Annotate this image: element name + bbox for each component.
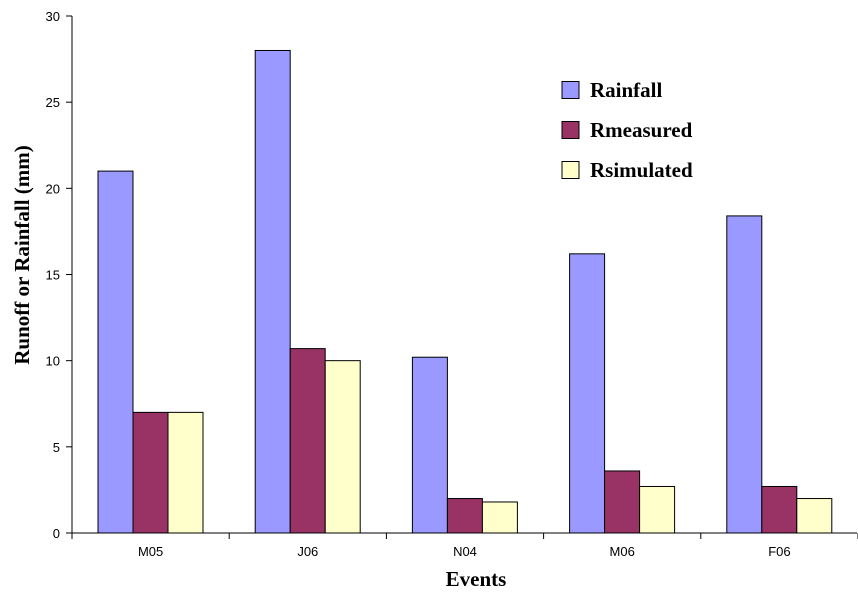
bar-rmeasured-m05 [132, 411, 169, 534]
bar-rsimulated-n04 [481, 501, 518, 534]
legend-swatch-rainfall [561, 81, 580, 99]
y-tick-label: 15 [46, 268, 60, 283]
x-tick-label: J06 [297, 544, 318, 559]
bar-rainfall-m05 [97, 170, 134, 534]
y-tick-label: 5 [53, 440, 60, 455]
legend: Rainfall Rmeasured Rsimulated [561, 78, 693, 182]
y-tick-label: 20 [46, 181, 60, 196]
x-axis-title: Events [446, 567, 507, 591]
x-tick-label: M06 [610, 544, 635, 559]
legend-label-rsimulated: Rsimulated [590, 158, 693, 182]
y-tick-label: 30 [46, 9, 60, 24]
legend-label-rainfall: Rainfall [590, 78, 663, 102]
legend-swatch-rsimulated [561, 161, 580, 179]
bar-rsimulated-f06 [796, 498, 833, 534]
bar-rainfall-j06 [254, 49, 291, 534]
x-tick-label: N04 [453, 544, 477, 559]
y-tick-label: 25 [46, 95, 60, 110]
legend-label-rmeasured: Rmeasured [590, 118, 693, 142]
tick-labels-layer: 0 5 10 15 20 25 30 M05 J06 N04 M06 F06 [46, 9, 791, 559]
bar-rmeasured-m06 [604, 470, 641, 534]
legend-swatch-rmeasured [561, 121, 580, 139]
x-tick-label: F06 [768, 544, 790, 559]
bar-rsimulated-m05 [167, 411, 204, 534]
bar-rmeasured-n04 [446, 498, 483, 534]
bar-rainfall-n04 [411, 356, 448, 534]
axes-layer [66, 15, 858, 539]
x-tick-label: M05 [138, 544, 163, 559]
y-axis-title: Runoff or Rainfall (mm) [10, 145, 34, 365]
bar-rmeasured-j06 [289, 348, 326, 534]
bar-rsimulated-m06 [639, 485, 676, 534]
y-tick-label: 0 [53, 526, 60, 541]
bar-rainfall-m06 [569, 253, 606, 534]
bar-rmeasured-f06 [761, 485, 798, 534]
bars-layer [97, 49, 833, 534]
y-tick-label: 10 [46, 354, 60, 369]
bar-rainfall-f06 [726, 215, 763, 534]
bar-rsimulated-j06 [324, 360, 361, 534]
